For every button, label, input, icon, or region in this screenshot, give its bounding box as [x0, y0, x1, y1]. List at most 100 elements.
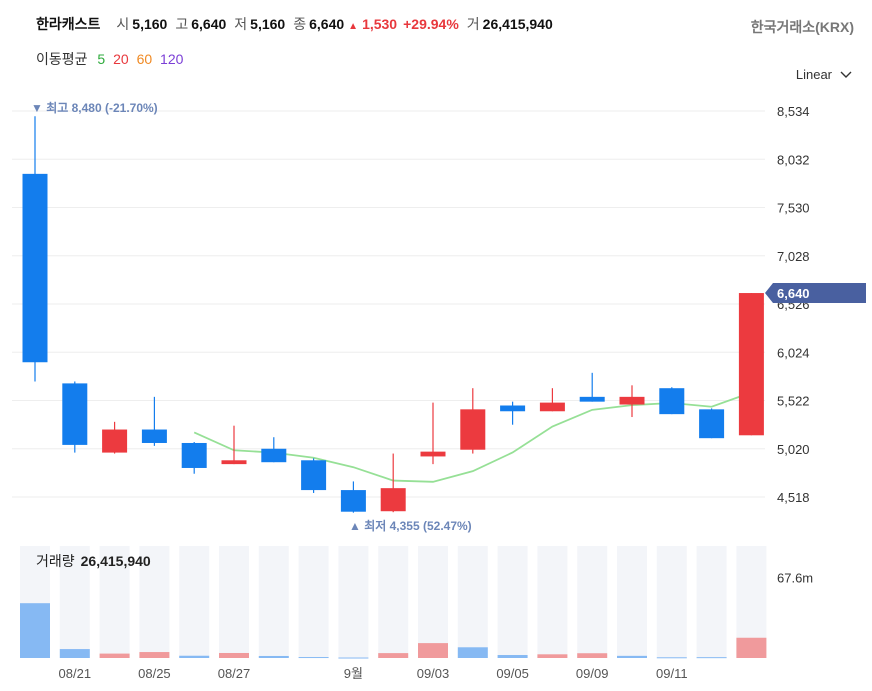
ma-20[interactable]: 20	[113, 51, 129, 67]
volume-bar	[219, 652, 249, 658]
candle-body	[659, 388, 685, 415]
candle-body	[340, 490, 366, 512]
volume-bar	[179, 655, 210, 658]
y-tick-label: 4,518	[777, 490, 810, 505]
scale-value: Linear	[795, 67, 832, 82]
candle-body	[699, 409, 725, 439]
exchange-label: 한국거래소(KRX)	[750, 19, 854, 35]
volume-bar	[298, 657, 329, 659]
candle-body	[380, 488, 406, 512]
close-value: 6,640	[309, 16, 345, 32]
volume-bar	[20, 603, 50, 658]
volume-bar	[696, 657, 727, 659]
x-tick-label: 08/25	[138, 666, 171, 681]
volume-bar	[139, 652, 170, 658]
volume-background	[577, 546, 608, 658]
x-tick-label: 09/11	[656, 666, 688, 681]
volume-bar	[537, 654, 568, 658]
stock-name: 한라캐스트	[36, 16, 101, 32]
volume-background	[457, 546, 488, 658]
moving-average-legend: 이동평균 5 20 60 120	[36, 49, 187, 69]
volume-panel-label: 거래량 26,415,940	[36, 551, 151, 571]
low-marker-label: ▲ 최저 4,355 (52.47%)	[349, 518, 472, 533]
y-tick-label: 8,534	[777, 104, 810, 119]
candle-body	[420, 451, 446, 457]
volume-background	[378, 546, 409, 658]
y-tick-label: 6,024	[777, 345, 810, 360]
x-tick-label: 09/09	[576, 666, 609, 681]
volume-background	[617, 546, 647, 658]
volume-background	[298, 546, 329, 658]
y-tick-label: 5,020	[777, 442, 810, 457]
volume-background	[99, 546, 130, 658]
volume-background	[497, 546, 528, 658]
volume-background	[59, 546, 90, 658]
ma-60[interactable]: 60	[136, 51, 153, 67]
volume-value: 26,415,940	[482, 16, 553, 32]
volume-panel-title: 거래량	[36, 553, 75, 569]
volume-bar	[497, 655, 528, 658]
x-tick-label: 9월	[344, 666, 363, 681]
volume-background	[656, 546, 687, 658]
candle-body	[62, 383, 88, 445]
volume-bar	[378, 653, 409, 658]
volume-background	[139, 546, 170, 658]
x-tick-label: 09/03	[417, 666, 450, 681]
close-label: 종	[293, 16, 307, 32]
low-value: 5,160	[250, 16, 286, 32]
volume-background	[418, 546, 448, 658]
low-label: 저	[234, 16, 248, 32]
chevron-down-icon	[840, 71, 852, 78]
candle-body	[460, 409, 486, 450]
high-value: 6,640	[191, 16, 227, 32]
volume-background	[338, 546, 369, 658]
candle-body	[102, 429, 128, 453]
high-label: 고	[175, 16, 189, 32]
high-marker-label: ▼ 최고 8,480 (-21.70%)	[31, 100, 158, 115]
volume-bar	[338, 657, 369, 659]
y-tick-label: 5,522	[777, 394, 810, 409]
ma5-line	[193, 391, 752, 483]
volume-bar	[457, 647, 488, 658]
volume-bar	[617, 655, 647, 658]
candle-body	[261, 448, 287, 463]
volume-background	[537, 546, 568, 658]
ma-120[interactable]: 120	[160, 51, 184, 67]
candle-body	[619, 396, 645, 405]
current-price-tag	[765, 283, 866, 304]
volume-background	[179, 546, 210, 658]
volume-background	[258, 546, 289, 658]
scale-selector[interactable]: Linear	[796, 67, 852, 82]
change-value: 1,530	[362, 16, 398, 32]
stock-header: 한라캐스트 시 5,160 고 6,640 저 5,160 종 6,640 ▲ …	[36, 14, 561, 34]
open-value: 5,160	[132, 16, 168, 32]
candle-body	[141, 429, 167, 443]
candle-body	[181, 442, 207, 468]
volume-background	[219, 546, 249, 658]
x-tick-label: 08/27	[218, 666, 251, 681]
volume-bar	[59, 649, 90, 658]
x-tick-label: 08/21	[59, 666, 92, 681]
candle-body	[22, 173, 48, 363]
candle-body	[500, 405, 526, 412]
open-label: 시	[116, 16, 130, 32]
current-price-label: 6,640	[777, 286, 810, 301]
y-tick-label: 7,028	[777, 249, 810, 264]
volume-bar	[577, 653, 608, 658]
ma-5[interactable]: 5	[97, 51, 106, 67]
x-tick-label: 09/05	[496, 666, 529, 681]
volume-bar	[418, 643, 448, 658]
candle-body	[301, 460, 327, 491]
y-tick-label: 7,530	[777, 201, 810, 216]
volume-label: 거	[466, 16, 480, 32]
y-tick-label: 8,032	[777, 152, 810, 167]
volume-bar	[736, 637, 767, 658]
candle-body	[221, 460, 247, 465]
moving-average-label: 이동평균	[36, 51, 88, 67]
change-percent: +29.94%	[403, 16, 459, 32]
volume-background	[696, 546, 727, 658]
volume-bar	[258, 655, 289, 658]
volume-bar	[99, 653, 130, 658]
volume-bar	[656, 657, 687, 659]
